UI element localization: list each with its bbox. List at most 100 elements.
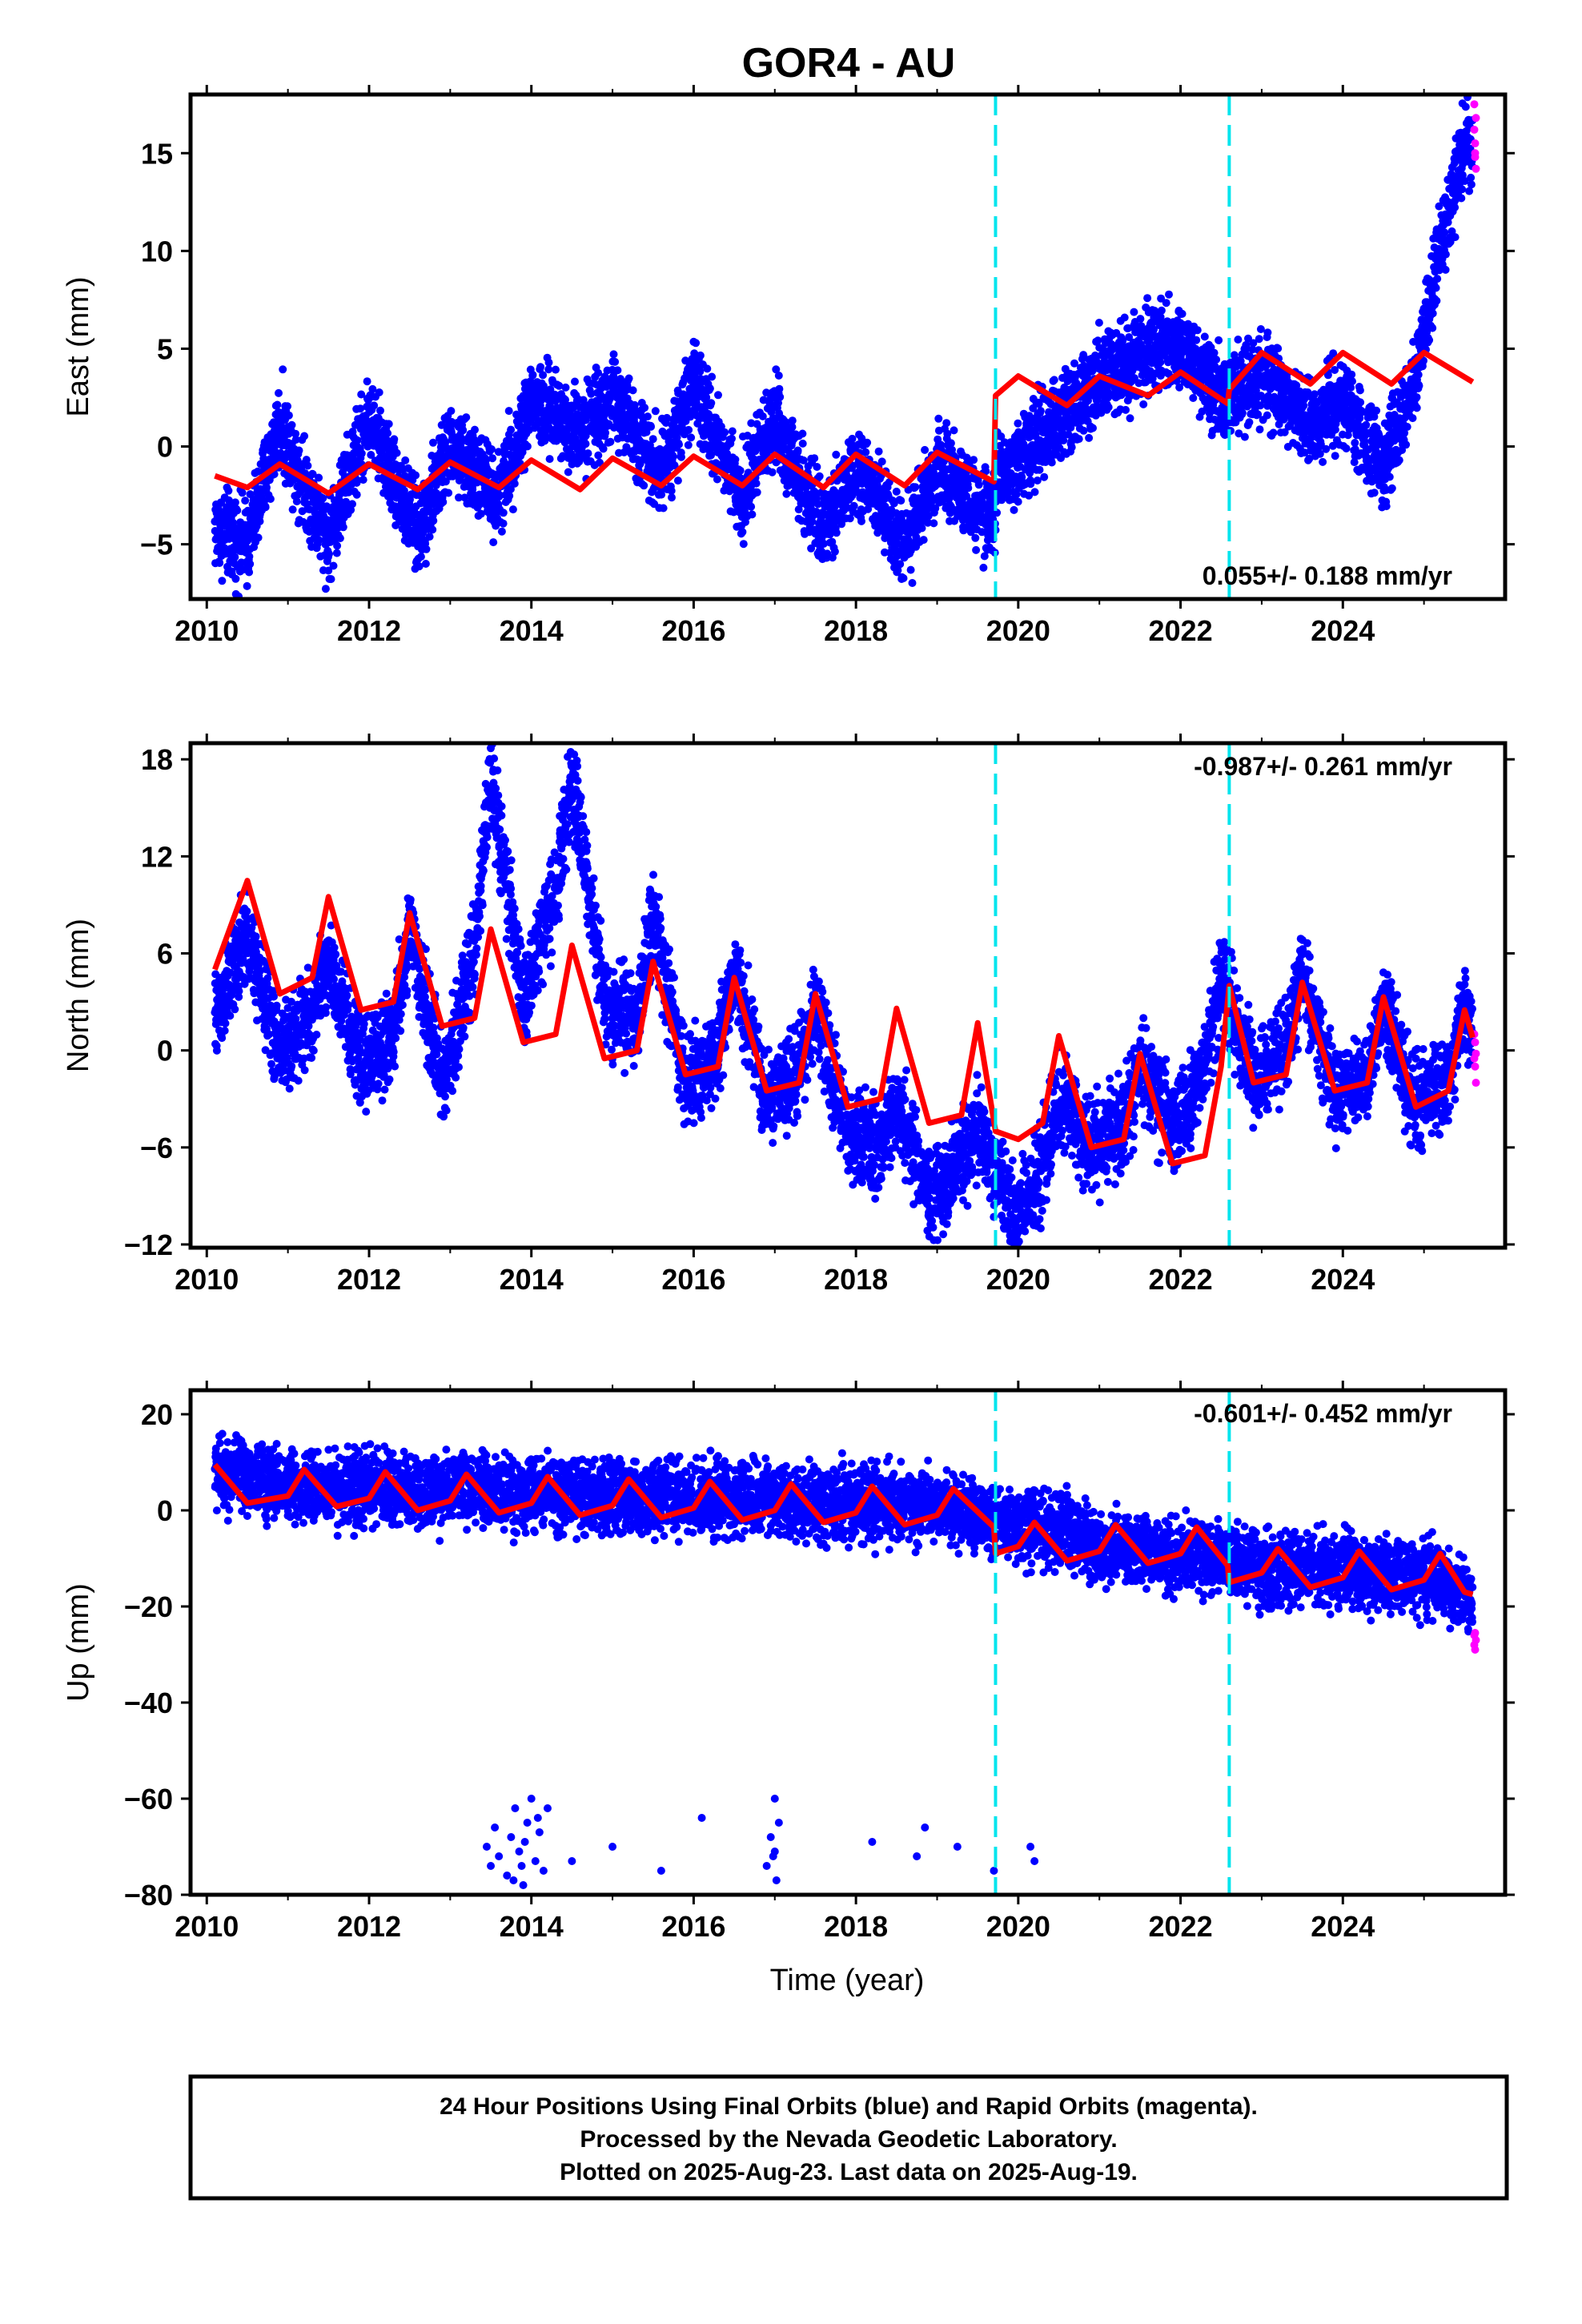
east-final-point [713,475,721,484]
east-final-point [848,434,857,443]
east-final-point [1010,505,1018,514]
east-final-point [332,549,341,557]
east-final-point [1120,313,1129,322]
east-final-point [428,525,437,534]
east-final-point [917,524,926,533]
east-final-point [663,413,671,422]
east-final-point [1210,348,1219,357]
east-final-point [1165,290,1173,299]
east-final-point [471,425,479,434]
east-final-point [979,563,988,572]
east-final-point [383,429,392,437]
east-final-point [356,404,365,413]
east-final-point [611,357,620,366]
east-final-point [254,533,263,542]
east-final-point [284,411,293,420]
east-final-point [648,435,657,444]
east-final-point [1079,426,1088,435]
east-final-point [370,401,379,410]
east-final-point [1104,403,1113,412]
east-final-point [429,438,437,447]
east-final-point [587,389,596,398]
east-final-point [972,545,981,554]
east-final-point [375,388,383,396]
east-final-point [241,497,250,505]
east-final-point [1263,411,1271,420]
east-final-point [459,426,468,435]
east-final-point [255,517,264,525]
east-final-point [555,381,564,390]
east-final-point [970,456,978,464]
east-final-point [1089,424,1097,432]
east-final-point [266,495,275,503]
east-final-point [1234,336,1243,344]
east-final-point [1192,336,1201,344]
east-final-point [357,390,366,399]
east-final-point [263,483,271,492]
east-final-point [501,444,509,453]
east-final-point [324,566,333,575]
east-final-point [510,479,519,488]
east-final-point [224,496,233,505]
east-final-point [594,368,603,377]
east-final-point [308,470,317,479]
east-plot-area [191,94,1505,599]
east-final-point [1162,299,1170,308]
east-final-point [857,517,865,525]
east-final-point [921,445,930,454]
east-final-point [1035,465,1044,474]
east-final-point [707,399,716,408]
east-final-point [544,358,553,367]
east-final-point [315,473,323,482]
east-final-point [357,449,366,458]
east-final-point [339,523,347,532]
east-final-point [545,455,554,464]
east-final-point [974,480,983,489]
east-final-point [1122,405,1130,414]
east-final-point [934,414,943,423]
east-final-point [703,364,712,373]
east-final-point [1030,488,1039,497]
east-final-point [421,560,430,568]
east-final-point [651,407,660,416]
east-final-point [329,561,338,570]
east-final-point [348,500,356,509]
east-final-point [499,519,508,528]
east-final-point [1245,418,1254,427]
east-final-point [544,365,553,374]
east-final-point [690,349,699,358]
east-final-point [497,527,506,536]
east-final-point [911,483,920,492]
east-final-point [353,436,362,444]
east-final-point [315,536,323,545]
east-final-point [390,435,399,444]
east-final-point [776,392,785,401]
east-final-point [728,427,737,436]
east-final-point [401,456,410,464]
east-final-point [1156,358,1165,367]
east-final-point [273,400,282,409]
east-final-point [506,485,515,493]
east-final-point [830,547,839,556]
east-plot-marks [211,94,1480,599]
east-final-point [657,490,666,499]
east-final-point [643,412,652,421]
east-final-point [504,407,513,416]
east-final-point [673,433,681,442]
east-final-point [768,468,777,476]
east-final-point [368,384,377,393]
east-final-point [539,371,548,380]
east-final-point [335,534,344,543]
east-final-point [1240,432,1249,441]
east-final-point [677,452,685,461]
east-final-point [601,428,610,437]
east-final-point [1094,319,1103,327]
east-final-point [1255,335,1263,344]
east-final-point [782,489,791,498]
east-final-point [352,490,361,499]
east-final-point [528,371,537,379]
east-final-point [798,439,807,448]
east-final-point [863,438,872,447]
east-final-point [606,437,615,446]
east-final-point [793,446,802,455]
